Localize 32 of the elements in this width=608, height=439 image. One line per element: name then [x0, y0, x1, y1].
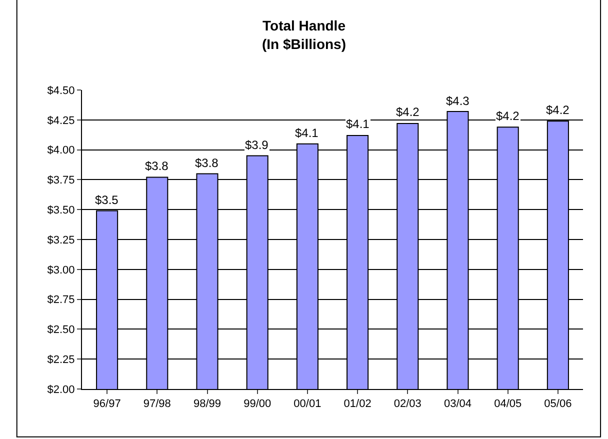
- data-label: $4.1: [295, 126, 319, 140]
- x-tick-label: 01/02: [344, 398, 372, 410]
- x-tick-label: 00/01: [294, 398, 322, 410]
- data-label: $4.2: [496, 109, 520, 123]
- x-tick-label: 05/06: [544, 398, 572, 410]
- y-tick-label: $4.00: [47, 144, 75, 157]
- x-tick-label: 99/00: [244, 398, 272, 410]
- y-tick-label: $2.00: [47, 384, 75, 396]
- y-tick-label: $4.25: [47, 114, 75, 127]
- data-label: $4.1: [346, 117, 370, 131]
- y-tick-label: $2.50: [47, 324, 75, 336]
- x-tick-label: 03/04: [444, 398, 472, 410]
- y-tick-label: $2.25: [47, 354, 75, 366]
- y-tick-label: $4.50: [47, 84, 75, 97]
- y-tick-label: $2.75: [47, 294, 75, 306]
- x-tick-label: 02/03: [394, 398, 422, 410]
- y-tick-label: $3.50: [47, 204, 75, 216]
- data-label: $4.2: [546, 103, 570, 117]
- data-label: $4.2: [396, 105, 420, 119]
- x-tick-label: 96/97: [93, 398, 121, 410]
- data-label: $4.3: [446, 94, 470, 108]
- data-label: $3.9: [245, 138, 269, 152]
- data-label: $3.8: [145, 159, 169, 173]
- x-tick-label: 98/99: [193, 398, 222, 410]
- chart-title: Total Handle (In $Billions): [262, 18, 346, 52]
- x-tick-label: 97/98: [143, 398, 171, 410]
- y-tick-label: $3.75: [47, 174, 75, 187]
- x-tick-label: 04/05: [494, 398, 522, 410]
- data-label: $3.8: [195, 156, 219, 170]
- y-tick-label: $3.25: [47, 234, 75, 246]
- data-label: $3.5: [95, 193, 119, 207]
- y-tick-label: $3.00: [47, 264, 75, 276]
